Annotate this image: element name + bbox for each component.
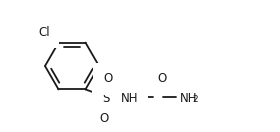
Text: O: O [157, 72, 166, 85]
Text: O: O [99, 112, 108, 125]
Text: Cl: Cl [38, 26, 50, 39]
Text: 2: 2 [193, 95, 198, 104]
Text: NH: NH [179, 92, 197, 105]
Text: S: S [102, 92, 109, 105]
Text: NH: NH [121, 92, 138, 105]
Text: O: O [103, 72, 112, 85]
